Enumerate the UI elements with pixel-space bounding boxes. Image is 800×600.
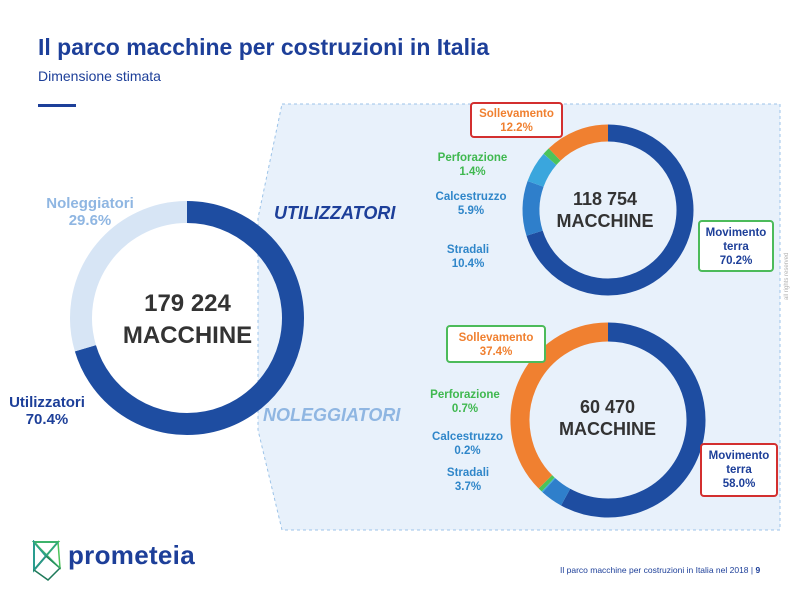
page-number: 9 [755,565,761,575]
donut-slice-perforazione [538,475,555,492]
total-unit: MACCHINE [122,322,253,349]
util-movimento-label: Movimento terra 70.2% [698,220,774,272]
util-unit: MACCHINE [556,211,654,231]
donut-utilizzatori [522,124,694,296]
total-count: 179 224 [144,290,231,317]
util-perforazione-label: Perforazione 1.4% [437,152,508,178]
donut-slice-noleggiatori [70,201,188,352]
donut-slice-calcestruzzo [527,153,557,188]
copyright-note: all rights reserved [784,252,790,300]
donut-slice-sollevamento [510,322,609,489]
nol-sollevamento-label: Sollevamento 37.4% [446,325,546,363]
slice-name: Utilizzatori [9,394,85,411]
section-title-noleggiatori: NOLEGGIATORI [263,405,401,425]
nol-unit: MACCHINE [559,419,656,439]
donut-slice-stradali [542,478,571,506]
slice-value: 29.6% [68,212,112,229]
nol-count: 60 470 [579,397,636,417]
nol-calcestruzzo-label: Calcestruzzo 0.2% [432,431,503,457]
footer-caption: Il parco macchine per costruzioni in Ita… [560,565,749,575]
footer-separator: | [750,565,756,575]
util-calcestruzzo-label: Calcestruzzo 5.9% [435,191,507,217]
slice-name: Noleggiatori [46,195,134,212]
util-center-label: 118 754 MACCHINE [535,188,675,232]
logo-text: prometeia [68,540,195,570]
nol-stradali-label: Stradali 3.7% [446,467,490,493]
nol-movimento-label: Movimento terra 58.0% [700,443,778,497]
util-count: 118 754 [572,189,638,209]
slice-value: 70.4% [25,411,69,428]
section-title-utilizzatori: UTILIZZATORI [274,203,396,223]
footer: Il parco macchine per costruzioni in Ita… [560,565,760,575]
page-title: Il parco macchine per costruzioni in Ita… [38,34,490,60]
title-underline [38,104,76,107]
donut-slice-stradali [522,180,544,236]
donut-slice-perforazione [543,148,561,166]
donut-slice-sollevamento [548,124,609,161]
donut-slice-utilizzatori [74,201,304,435]
page-subtitle: Dimensione stimata [38,68,161,84]
donut-noleggiatori [510,322,706,518]
prometeia-logo-icon [31,540,62,581]
detail-panel [257,103,781,531]
donut-slice-movimento-terra [561,322,706,518]
slice-label-noleggiatori: Noleggiatori 29.6% [45,195,135,229]
donut-slice-calcestruzzo [541,477,556,493]
nol-perforazione-label: Perforazione 0.7% [430,389,500,415]
slice-label-utilizzatori: Utilizzatori 70.4% [2,394,92,428]
util-sollevamento-label: Sollevamento 12.2% [470,102,563,138]
nol-center-label: 60 470 MACCHINE [540,396,675,440]
donut-total [70,201,304,435]
total-center-label: 179 224 MACCHINE [110,288,265,352]
util-stradali-label: Stradali 10.4% [446,244,490,270]
donut-slice-movimento-terra [526,124,694,296]
